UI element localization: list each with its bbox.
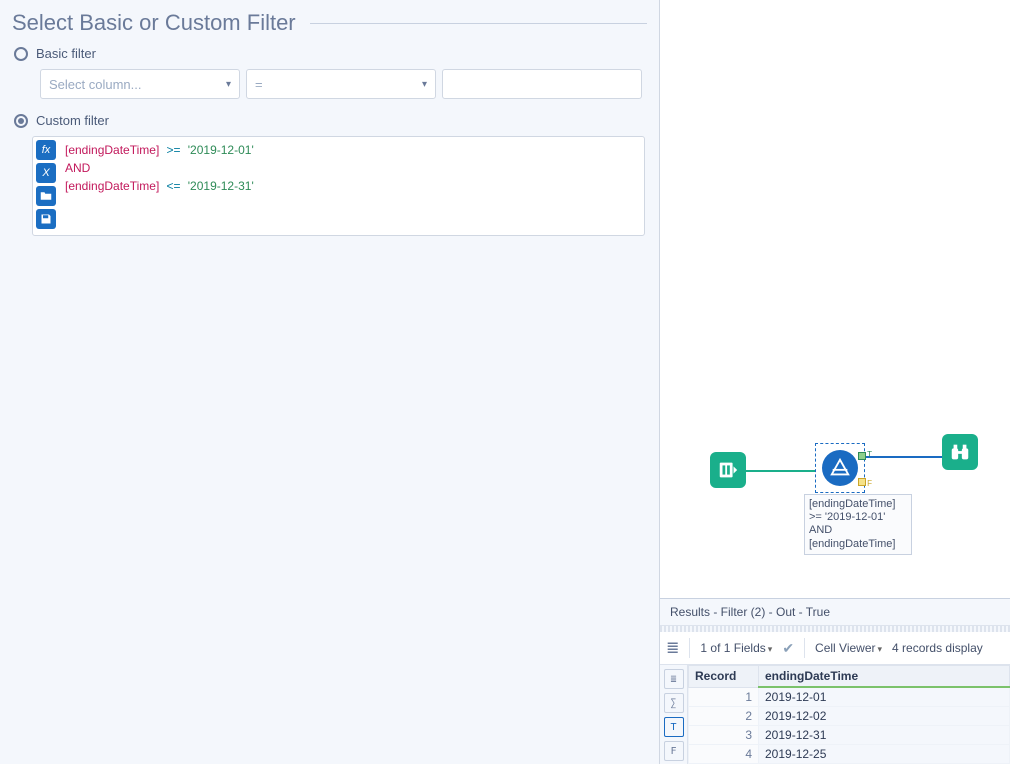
cell-viewer-dropdown[interactable]: Cell Viewer▾ xyxy=(815,641,882,655)
filter-false-label: F xyxy=(867,479,872,488)
basic-column-placeholder: Select column... xyxy=(49,77,142,92)
input-icon xyxy=(717,459,739,481)
filter-icon xyxy=(829,457,851,479)
table-row[interactable]: 42019-12-25 xyxy=(689,745,1010,764)
records-display-label: 4 records display xyxy=(892,641,983,655)
custom-filter-radio[interactable] xyxy=(14,114,28,128)
basic-filter-radio[interactable] xyxy=(14,47,28,61)
results-header: Results - Filter (2) - Out - True xyxy=(660,599,1010,626)
binoculars-icon xyxy=(949,441,971,463)
connection-filter-browse xyxy=(864,456,942,458)
value-cell: 2019-12-02 xyxy=(759,707,1010,726)
basic-filter-radio-row[interactable]: Basic filter xyxy=(0,42,659,65)
record-cell: 1 xyxy=(689,687,759,707)
save-icon xyxy=(40,213,52,225)
filter-true-label: T xyxy=(867,450,872,459)
record-cell: 3 xyxy=(689,726,759,745)
record-cell: 4 xyxy=(689,745,759,764)
filter-true-port[interactable] xyxy=(858,452,866,460)
panel-title: Select Basic or Custom Filter xyxy=(12,10,296,36)
basic-operator-value: = xyxy=(255,77,263,92)
apply-check-icon[interactable]: ✔ xyxy=(782,640,794,657)
record-cell: 2 xyxy=(689,707,759,726)
basic-value-input[interactable] xyxy=(442,69,642,99)
results-view-sum-icon[interactable]: ∑ xyxy=(664,693,684,713)
title-rule xyxy=(310,23,647,24)
filter-node[interactable]: T F [endingDateTime] >= '2019-12-01' AND… xyxy=(820,448,860,488)
open-button[interactable] xyxy=(36,186,56,206)
input-node[interactable] xyxy=(710,452,746,488)
value-cell: 2019-12-25 xyxy=(759,745,1010,764)
results-view-all-icon[interactable]: ≣ xyxy=(664,669,684,689)
custom-expression-editor[interactable]: [endingDateTime] >= '2019-12-01' AND [en… xyxy=(59,137,644,235)
basic-column-dropdown[interactable]: Select column... ▾ xyxy=(40,69,240,99)
filter-false-port[interactable] xyxy=(858,478,866,486)
filter-node-caption: [endingDateTime] >= '2019-12-01' AND [en… xyxy=(804,494,912,555)
custom-filter-label: Custom filter xyxy=(36,113,109,128)
col-header-endingdatetime[interactable]: endingDateTime xyxy=(759,666,1010,688)
fields-selector[interactable]: 1 of 1 Fields▾ xyxy=(700,641,772,655)
connection-input-filter xyxy=(746,470,816,472)
results-table: Record endingDateTime 12019-12-0122019-1… xyxy=(688,665,1010,764)
table-row[interactable]: 32019-12-31 xyxy=(689,726,1010,745)
table-row[interactable]: 12019-12-01 xyxy=(689,687,1010,707)
custom-filter-radio-row[interactable]: Custom filter xyxy=(0,109,659,132)
results-toolbar: ≣ 1 of 1 Fields▾ ✔ Cell Viewer▾ 4 record… xyxy=(660,632,1010,665)
browse-node[interactable] xyxy=(942,434,978,470)
chevron-down-icon: ▾ xyxy=(226,79,231,90)
results-sidebar: ≣ ∑ T F xyxy=(660,665,688,764)
basic-filter-label: Basic filter xyxy=(36,46,96,61)
variable-button[interactable]: X xyxy=(36,163,56,183)
save-button[interactable] xyxy=(36,209,56,229)
results-view-true-icon[interactable]: T xyxy=(664,717,684,737)
folder-icon xyxy=(40,190,52,202)
toolbar-menu-icon[interactable]: ≣ xyxy=(666,638,679,658)
fx-button[interactable]: fx xyxy=(36,140,56,160)
value-cell: 2019-12-31 xyxy=(759,726,1010,745)
col-header-record[interactable]: Record xyxy=(689,666,759,688)
chevron-down-icon: ▾ xyxy=(422,79,427,90)
results-view-false-icon[interactable]: F xyxy=(664,741,684,761)
filter-config-panel: Select Basic or Custom Filter Basic filt… xyxy=(0,0,660,764)
basic-operator-dropdown[interactable]: = ▾ xyxy=(246,69,436,99)
workflow-canvas[interactable]: T F [endingDateTime] >= '2019-12-01' AND… xyxy=(660,0,1010,598)
results-pane: Results - Filter (2) - Out - True ≣ 1 of… xyxy=(660,598,1010,764)
value-cell: 2019-12-01 xyxy=(759,687,1010,707)
custom-expression-box: fx X [endingDateTime] >= '2019-12-01' AN… xyxy=(32,136,645,236)
table-row[interactable]: 22019-12-02 xyxy=(689,707,1010,726)
